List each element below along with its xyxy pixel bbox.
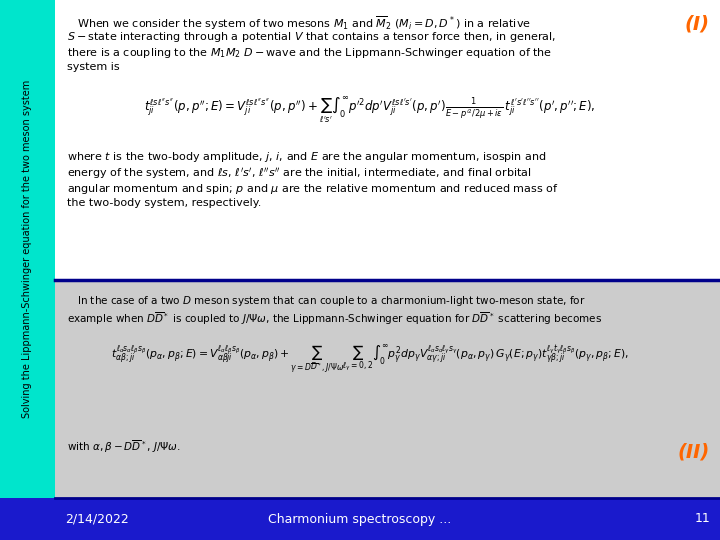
Bar — [55, 0, 720, 280]
Text: with $\alpha, \beta - D\overline{D}^*$, $J/\Psi\omega$.: with $\alpha, \beta - D\overline{D}^*$, … — [67, 438, 181, 455]
Text: 11: 11 — [694, 512, 710, 525]
Text: 2/14/2022: 2/14/2022 — [65, 512, 129, 525]
Bar — [0, 0, 55, 498]
Text: (I): (I) — [685, 14, 710, 33]
Text: (II): (II) — [678, 443, 710, 462]
Text: $t_{ji}^{\ell s \ell^{\prime\prime} s^{\prime\prime}}(p, p^{\prime\prime}; E) = : $t_{ji}^{\ell s \ell^{\prime\prime} s^{\… — [144, 94, 595, 125]
Text: where $t$ is the two-body amplitude, $j$, $i$, and $E$ are the angular momentum,: where $t$ is the two-body amplitude, $j$… — [67, 150, 546, 164]
Bar — [55, 280, 720, 498]
Text: When we consider the system of two mesons $M_1$ and $\overline{M}_2$ $(M_i = D, : When we consider the system of two meson… — [77, 14, 531, 32]
Text: the two-body system, respectively.: the two-body system, respectively. — [67, 198, 261, 208]
Text: $t_{\alpha\beta;ji}^{\ell_\alpha s_\alpha \ell_\beta s_\beta}(p_\alpha, p_\beta;: $t_{\alpha\beta;ji}^{\ell_\alpha s_\alph… — [111, 342, 629, 375]
Bar — [0, 498, 720, 540]
Text: In the case of a two $D$ meson system that can couple to a charmonium-light two-: In the case of a two $D$ meson system th… — [77, 294, 585, 308]
Text: Solving the Lippmann-Schwinger equation for the two meson system: Solving the Lippmann-Schwinger equation … — [22, 80, 32, 418]
Text: example when $D\overline{D}^*$ is coupled to $J/\Psi\omega$, the Lippmann-Schwin: example when $D\overline{D}^*$ is couple… — [67, 310, 602, 327]
Text: energy of the system, and $\ell s$, $\ell^\prime s^\prime$, $\ell^{\prime\prime}: energy of the system, and $\ell s$, $\el… — [67, 166, 531, 181]
Text: system is: system is — [67, 62, 120, 72]
Text: Charmonium spectroscopy ...: Charmonium spectroscopy ... — [269, 512, 451, 525]
Text: angular momentum and spin; $p$ and $\mu$ are the relative momentum and reduced m: angular momentum and spin; $p$ and $\mu$… — [67, 182, 559, 196]
Text: there is a coupling to the $M_1 M_2$ $D-$wave and the Lippmann-Schwinger equatio: there is a coupling to the $M_1 M_2$ $D-… — [67, 46, 552, 60]
Text: $S-$state interacting through a potential $V$ that contains a tensor force then,: $S-$state interacting through a potentia… — [67, 30, 556, 44]
